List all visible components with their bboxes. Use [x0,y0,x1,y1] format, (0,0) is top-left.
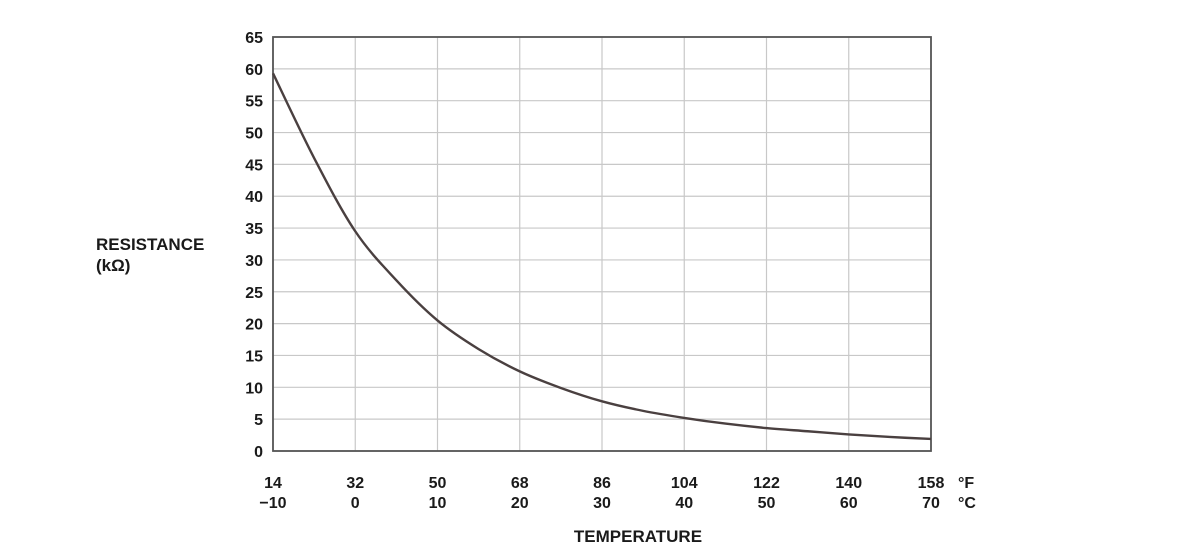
x-tick-label-fahrenheit: 50 [429,475,447,492]
y-tick-label: 65 [245,30,263,47]
y-tick-label: 45 [245,157,263,174]
y-tick-label: 20 [245,317,263,334]
x-tick-label-celsius: 0 [351,495,360,512]
x-tick-label-fahrenheit: 122 [753,475,780,492]
x-unit-celsius: °C [958,495,976,512]
x-unit-fahrenheit: °F [958,475,974,492]
x-tick-label-celsius: 10 [429,495,447,512]
x-tick-label-fahrenheit: 140 [835,475,862,492]
y-axis-unit: (kΩ) [96,256,130,275]
x-axis-title: TEMPERATURE [574,527,702,546]
y-tick-label: 25 [245,285,263,302]
y-tick-labels: 0 5 10 15 20 25 30 35 40 45 50 55 60 65 [245,30,263,461]
grid-lines [272,36,932,452]
x-tick-label-fahrenheit: 32 [346,475,364,492]
y-tick-label: 60 [245,62,263,79]
x-tick-label-fahrenheit: 104 [671,475,698,492]
y-tick-label: 40 [245,189,263,206]
y-tick-label: 30 [245,253,263,270]
x-tick-label-celsius: 60 [840,495,858,512]
x-tick-label-fahrenheit: 158 [918,475,945,492]
y-tick-label: 0 [254,444,263,461]
y-tick-label: 35 [245,221,263,238]
series-line [271,72,932,441]
y-tick-label: 10 [245,380,263,397]
y-axis-title: RESISTANCE [96,235,204,254]
y-tick-label: 15 [245,348,263,365]
x-tick-label-celsius: 20 [511,495,529,512]
y-tick-label: 5 [254,412,263,429]
y-tick-label: 50 [245,126,263,143]
x-tick-label-celsius: −10 [259,495,286,512]
x-tick-label-fahrenheit: 68 [511,475,529,492]
x-tick-label-celsius: 70 [922,495,940,512]
y-tick-label: 55 [245,94,263,111]
x-tick-label-fahrenheit: 86 [593,475,611,492]
x-tick-labels: 14 32 50 68 86 104 122 140 158 −10 0 10 20 30 40 50 60 70 [259,475,944,512]
plot-frame [272,36,932,452]
x-tick-label-celsius: 30 [593,495,611,512]
x-tick-label-fahrenheit: 14 [264,475,282,492]
x-tick-label-celsius: 50 [758,495,776,512]
x-tick-label-celsius: 40 [675,495,693,512]
